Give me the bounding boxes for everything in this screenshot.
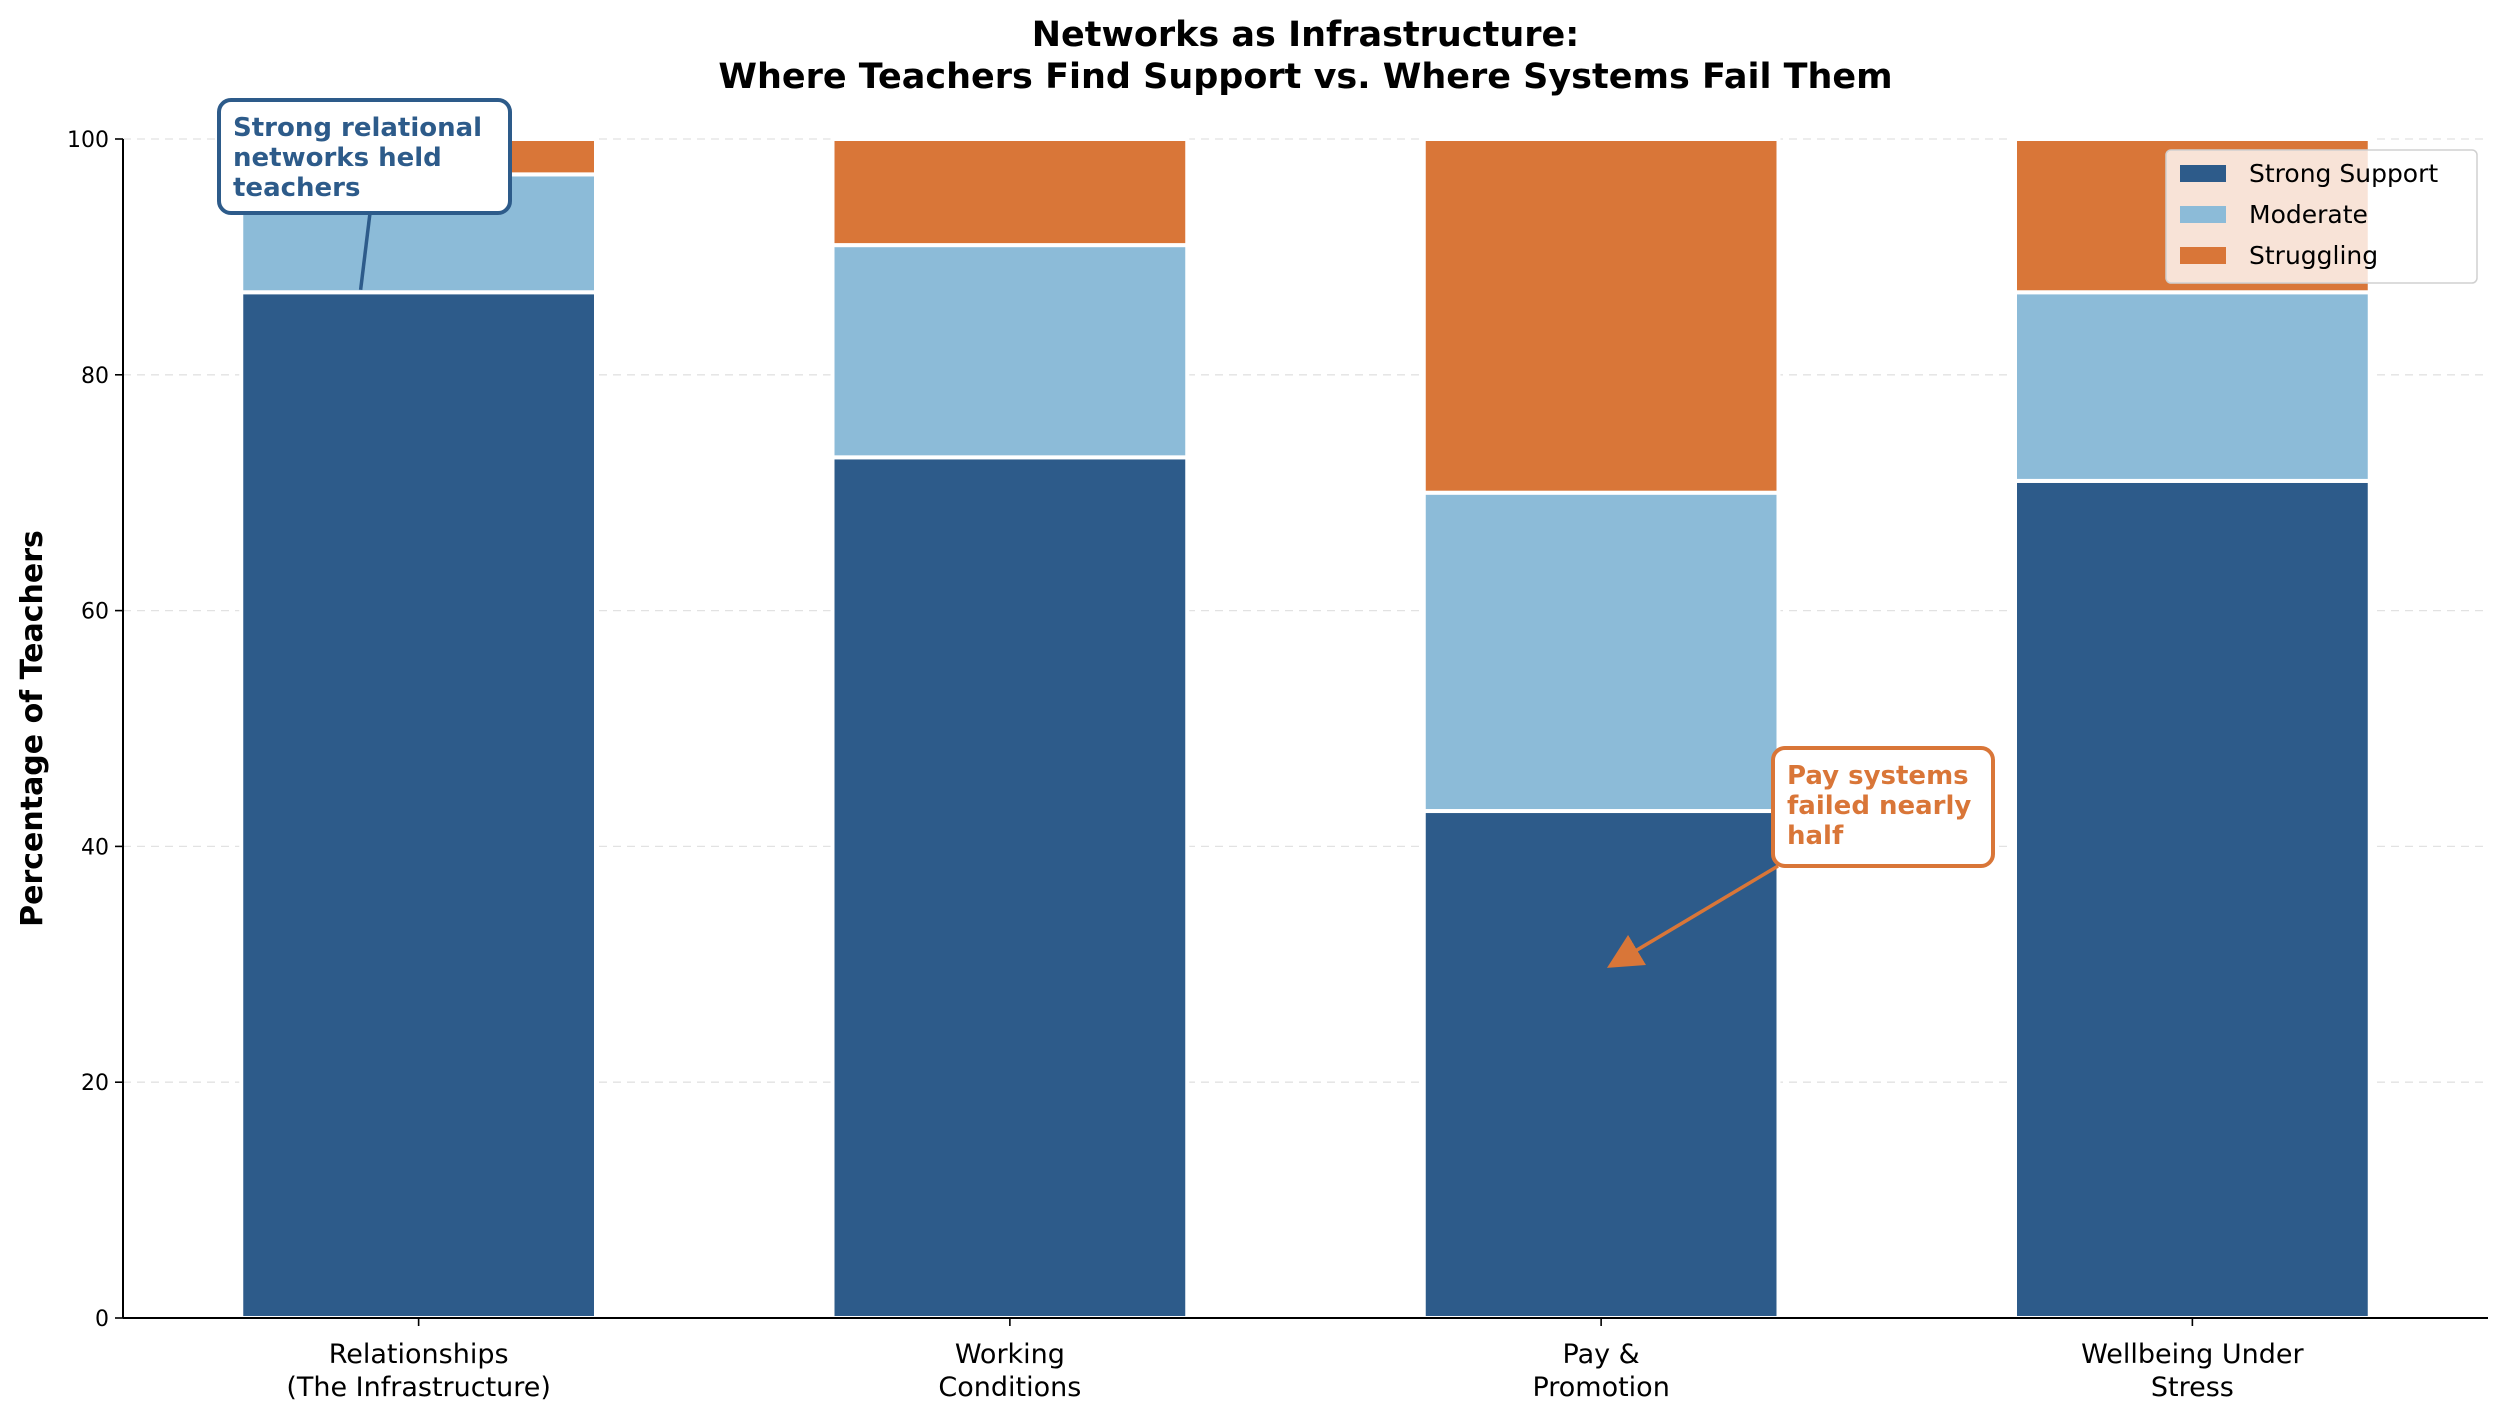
x-tick-label: Conditions <box>938 1372 1081 1403</box>
x-axis-ticks: Relationships(The Infrastructure) Working… <box>286 1318 2305 1403</box>
y-tick-label: 40 <box>81 835 109 860</box>
annotation-text: failed nearly <box>1787 791 1971 821</box>
annotation-text: teachers <box>233 173 360 203</box>
x-tick-label: Promotion <box>1532 1372 1669 1403</box>
annotation-text: Pay systems <box>1787 761 1969 791</box>
axes <box>122 139 2488 1319</box>
legend-swatch <box>2180 206 2226 223</box>
bar-strong-support-1 <box>830 455 1190 1320</box>
annotation-arrow <box>1606 864 1779 968</box>
legend: Strong Support Moderate Struggling <box>2165 149 2478 284</box>
y-tick-label: 20 <box>81 1071 109 1096</box>
bar-struggling-1 <box>830 137 1190 248</box>
annotation-text: networks held <box>233 143 442 173</box>
x-tick-label: Pay & <box>1563 1339 1640 1370</box>
legend-frame <box>2165 149 2478 284</box>
legend-swatch <box>2180 247 2226 264</box>
legend-label: Struggling <box>2249 241 2378 270</box>
x-tick-label: (The Infrastructure) <box>286 1372 551 1403</box>
x-tick-label: Working <box>955 1339 1065 1370</box>
bar-strong-support-3 <box>2013 478 2372 1321</box>
bar-struggling-2 <box>1421 137 1781 495</box>
y-tick-label: 100 <box>67 128 109 153</box>
y-tick-label: 60 <box>81 600 109 625</box>
bar-strong-support-0 <box>239 290 598 1320</box>
y-axis-ticks: 0 20 40 60 80 100 <box>67 128 123 1332</box>
x-tick-label: Wellbeing Under <box>2081 1339 2304 1370</box>
x-tick-label: Stress <box>2151 1372 2234 1403</box>
x-tick-label: Relationships <box>329 1339 509 1370</box>
bar-moderate-1 <box>830 243 1190 460</box>
y-tick-label: 0 <box>95 1307 109 1332</box>
legend-label: Strong Support <box>2249 159 2438 188</box>
annotation-box <box>217 98 512 215</box>
bar-strong-support-2 <box>1421 809 1781 1321</box>
annotation-box <box>1771 746 1995 868</box>
bars <box>239 137 2372 1321</box>
annotation-arrow <box>358 212 372 291</box>
legend-label: Moderate <box>2249 200 2368 229</box>
chart-title-line-2: Where Teachers Find Support vs. Where Sy… <box>718 57 1892 97</box>
chart-title-line-1: Networks as Infrastructure: <box>1032 15 1580 55</box>
chart-title: Networks as Infrastructure:Where Teacher… <box>718 15 1892 97</box>
legend-swatch <box>2180 165 2226 182</box>
annotation-text: Strong relational <box>233 113 482 143</box>
bar-moderate-2 <box>1421 490 1781 814</box>
bar-moderate-3 <box>2013 290 2372 483</box>
y-axis-label: Percentage of Teachers <box>15 530 50 927</box>
annotation-text: half <box>1787 821 1844 851</box>
y-tick-label: 80 <box>81 364 109 389</box>
